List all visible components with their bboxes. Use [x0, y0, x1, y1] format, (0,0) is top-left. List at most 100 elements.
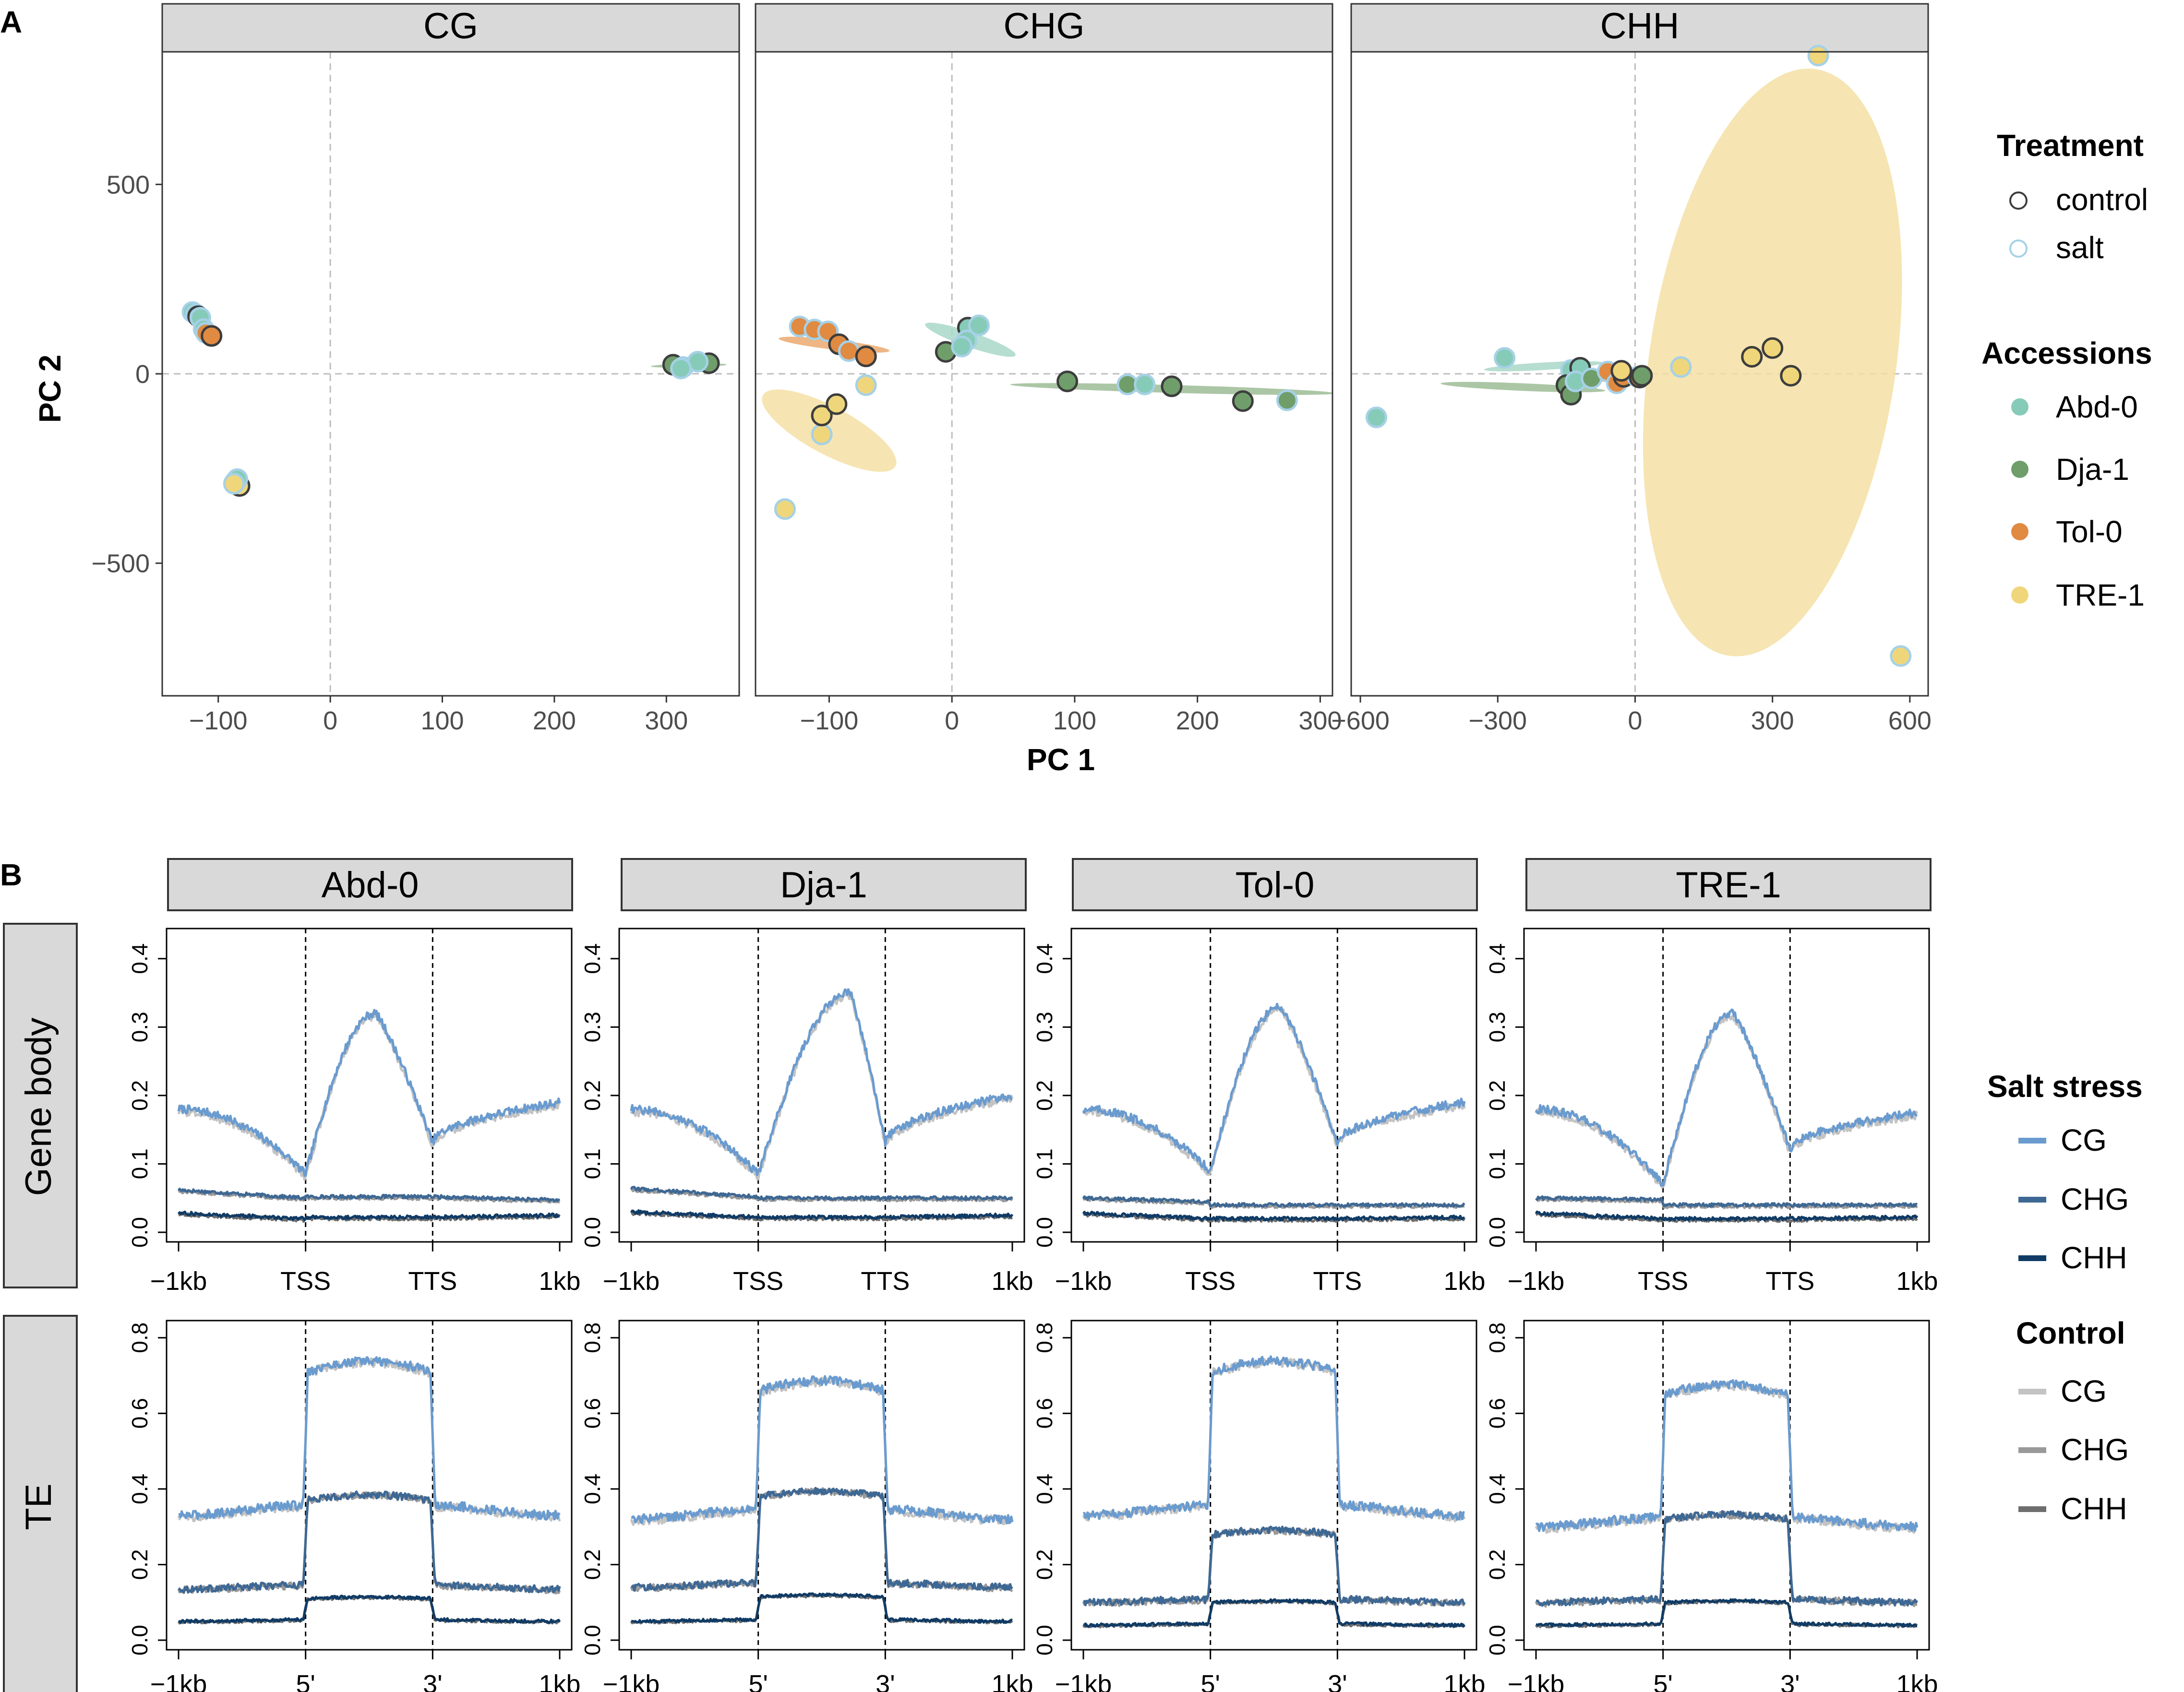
panel-b-label: B — [0, 858, 22, 892]
plot-frame — [755, 51, 1333, 697]
pca-y-axis-title: PC 2 — [33, 355, 67, 423]
y-tick-label: 0.8 — [1032, 1323, 1057, 1353]
y-tick-label: 0.0 — [1485, 1217, 1510, 1248]
x-tick-label: 1kb — [1443, 1267, 1485, 1296]
x-tick-label: −1kb — [603, 1670, 660, 1692]
row-strip-label: TE — [18, 1483, 59, 1530]
y-tick-label: 0.0 — [127, 1217, 152, 1248]
profile-panel-te-tre1: 0.0 0.2 0.4 0.6 0.8 −1kb 5' 3' 1kb — [1485, 1320, 1938, 1692]
plot-frame — [618, 928, 1025, 1243]
x-tick-label: −300 — [1468, 706, 1527, 735]
y-tick-label: 0.1 — [127, 1148, 152, 1179]
y-tick-label: 0.6 — [580, 1398, 605, 1429]
profile-line-salt-chh — [177, 1210, 560, 1222]
y-tick-label: 0.0 — [580, 1217, 605, 1248]
x-tick-label: 1kb — [991, 1267, 1033, 1296]
tre1-legend-label: TRE-1 — [2056, 578, 2145, 612]
y-tick-label: 0.6 — [1485, 1398, 1510, 1429]
x-tick-label: −1kb — [1055, 1670, 1112, 1692]
y-tick-label: 500 — [107, 170, 150, 199]
x-tick-label: −1kb — [150, 1670, 207, 1692]
x-tick-label: −1kb — [1055, 1267, 1112, 1296]
y-tick-label: 0.2 — [580, 1080, 605, 1111]
salt-chg-legend-label: CHG — [2061, 1182, 2129, 1216]
plot-frame — [1523, 928, 1930, 1243]
y-tick-label: 0.2 — [127, 1080, 152, 1111]
profile-panel-genebody-abd0: Abd-0 0.0 0.1 0.2 0.3 0.4 −1kb TSS TTS 1kb — [127, 858, 581, 1296]
salt-legend-label: salt — [2056, 230, 2104, 265]
row-label-genebody: Gene body — [3, 923, 78, 1288]
control-chh-legend-label: CHH — [2061, 1491, 2127, 1526]
y-tick-label: 0.0 — [580, 1625, 605, 1656]
y-tick-label: 0.4 — [1032, 943, 1057, 974]
pca-point-tre1-salt — [855, 374, 877, 396]
pca-point-tol0-control — [855, 346, 877, 368]
x-tick-label: 5' — [748, 1670, 768, 1692]
profile-line-salt-cg — [1535, 1379, 1919, 1532]
profile-line-salt-chg — [1082, 1195, 1465, 1208]
row-strip-label: Gene body — [18, 1018, 59, 1196]
x-tick-label: 300 — [645, 706, 688, 735]
column-strip — [621, 858, 1027, 911]
abd0-legend-label: Abd-0 — [2056, 390, 2138, 424]
x-tick-label: 3' — [1780, 1670, 1800, 1692]
profile-panel-te-tol0: 0.0 0.2 0.4 0.6 0.8 −1kb 5' 3' 1kb — [1032, 1320, 1486, 1692]
profile-line-salt-chh — [1535, 1210, 1919, 1222]
x-tick-label: −1kb — [150, 1267, 207, 1296]
profile-line-salt-cg — [1535, 1008, 1918, 1187]
facet-strip-label: CHH — [1600, 6, 1680, 47]
column-strip — [1525, 858, 1932, 911]
pca-point-tre1-control — [1741, 346, 1763, 368]
y-tick-label: 0 — [135, 360, 150, 389]
profile-line-salt-chg — [1535, 1195, 1918, 1208]
y-tick-label: 0.4 — [1032, 1474, 1057, 1504]
x-tick-label: 5' — [1653, 1670, 1672, 1692]
y-tick-label: 0.2 — [1485, 1549, 1510, 1580]
y-tick-label: 0.2 — [580, 1549, 605, 1580]
x-tick-label: 5' — [1200, 1670, 1220, 1692]
x-tick-label: 1kb — [539, 1670, 580, 1692]
profile-legend: Salt stress CG CHG CHH Control CG CHG CH… — [1987, 1069, 2143, 1526]
facet-strip-label: CHG — [1004, 6, 1085, 47]
profile-line-control-cg — [177, 1357, 561, 1522]
column-strip-label: Abd-0 — [322, 865, 419, 906]
plot-frame — [166, 1320, 573, 1651]
x-tick-label: −1kb — [603, 1267, 660, 1296]
accessions-legend-title: Accessions — [1981, 336, 2152, 370]
profile-grid: Gene body Abd-0 0.0 0.1 0.2 0.3 0.4 −1kb TSS TTS 1… — [3, 858, 1938, 1692]
profile-line-salt-chg — [630, 1186, 1013, 1201]
pca-point-tre1-control — [811, 405, 833, 427]
pca-point-tre1-salt — [1807, 45, 1829, 67]
profile-panel-te-dja1: 0.0 0.2 0.4 0.6 0.8 −1kb 5' 3' 1kb — [580, 1320, 1033, 1692]
pca-point-tol0-control — [201, 325, 223, 347]
tol0-legend-key — [2011, 523, 2028, 540]
column-strip-label: TRE-1 — [1676, 865, 1781, 906]
profile-line-salt-cg — [631, 1375, 1014, 1525]
plot-frame — [1350, 51, 1929, 697]
x-tick-label: 1kb — [1443, 1670, 1485, 1692]
pca-point-dja1-salt — [1276, 389, 1298, 411]
y-tick-label: 0.1 — [580, 1148, 605, 1179]
pca-point-tre1-salt — [1890, 645, 1912, 667]
profile-line-salt-cg — [630, 988, 1013, 1176]
row-strip — [3, 1315, 78, 1692]
pca-point-abd0-salt — [968, 314, 990, 336]
x-tick-label: −1kb — [1508, 1670, 1565, 1692]
x-tick-label: 300 — [1751, 706, 1794, 735]
profile-line-salt-chh — [1536, 1598, 1918, 1628]
profile-panel-genebody-tre1: TRE-1 0.0 0.1 0.2 0.3 0.4 −1kb TSS TTS 1kb — [1485, 858, 1938, 1296]
profile-line-salt-chg — [178, 1490, 561, 1594]
y-tick-label: 0.0 — [1032, 1217, 1057, 1248]
y-tick-label: 0.4 — [580, 1474, 605, 1504]
pca-point-tre1-control — [826, 393, 848, 415]
profile-panel-genebody-dja1: Dja-1 0.0 0.1 0.2 0.3 0.4 −1kb TSS TTS 1kb — [580, 858, 1033, 1296]
y-tick-label: 0.8 — [127, 1323, 152, 1353]
profile-line-salt-chh — [178, 1595, 561, 1624]
plot-frame — [166, 928, 573, 1243]
treatment-legend-title: Treatment — [1997, 128, 2144, 163]
y-tick-label: 0.1 — [1032, 1148, 1057, 1179]
x-tick-label: 600 — [1888, 706, 1932, 735]
x-tick-label: 0 — [945, 706, 959, 735]
profile-line-salt-chg — [177, 1188, 561, 1203]
